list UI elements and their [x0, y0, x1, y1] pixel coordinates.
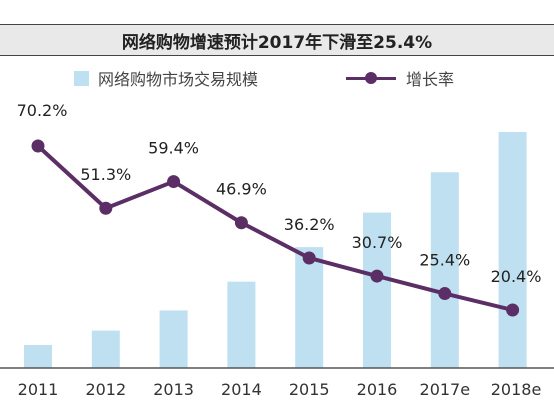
growth-point-2018e	[506, 303, 520, 317]
bar-2011	[24, 344, 52, 368]
bar-2018e	[498, 132, 527, 368]
x-tick-2011: 2011	[18, 380, 59, 399]
x-tick-2018e: 2018e	[491, 380, 542, 399]
ticks-layer: 2011 2012 2013 2014 2015 2016 2017e 2018e	[18, 380, 542, 399]
growth-point-2012	[99, 201, 113, 215]
x-tick-2015: 2015	[289, 380, 330, 399]
data-label-2012: 51.3%	[80, 165, 131, 184]
legend-swatch-bar	[74, 70, 89, 86]
legend: 网络购物市场交易规模 增长率	[0, 66, 554, 90]
bar-2016	[363, 212, 391, 368]
legend-swatch-line	[346, 72, 396, 84]
bar-2017e	[430, 172, 459, 368]
data-label-2014: 46.9%	[216, 180, 267, 199]
bars-layer	[24, 132, 527, 368]
labels-layer: 70.2% 51.3% 59.4% 46.9% 36.2% 30.7% 25.4% 20.4%	[17, 101, 542, 286]
bar-2012	[91, 330, 120, 368]
x-tick-2013: 2013	[153, 380, 194, 399]
growth-point-2011	[31, 139, 45, 153]
data-label-2015: 36.2%	[284, 215, 335, 234]
data-label-2013: 59.4%	[148, 139, 199, 158]
x-tick-2017e: 2017e	[420, 380, 471, 399]
x-tick-2012: 2012	[85, 380, 126, 399]
x-tick-2016: 2016	[357, 380, 398, 399]
legend-label-line: 增长率	[406, 70, 455, 89]
data-label-2016: 30.7%	[352, 233, 403, 252]
legend-label-bar: 网络购物市场交易规模	[98, 70, 259, 89]
bar-2013	[159, 310, 188, 368]
bar-2015	[295, 247, 324, 368]
line-layer	[31, 139, 520, 317]
data-label-2018e: 20.4%	[491, 267, 542, 286]
legend-item-line: 增长率	[346, 66, 454, 90]
growth-point-2015	[302, 251, 316, 265]
growth-point-2014	[234, 216, 248, 230]
growth-point-2013	[167, 175, 181, 189]
chart-title: 网络购物增速预计2017年下滑至25.4%	[0, 24, 554, 56]
data-label-2017e: 25.4%	[419, 251, 470, 270]
legend-item-bar: 网络购物市场交易规模	[74, 66, 258, 90]
x-tick-2014: 2014	[221, 380, 262, 399]
growth-rate-line	[36, 144, 515, 312]
bar-2014	[227, 281, 256, 368]
growth-point-2016	[370, 269, 384, 283]
data-label-2011: 70.2%	[17, 101, 68, 120]
growth-point-2017e	[438, 287, 452, 301]
